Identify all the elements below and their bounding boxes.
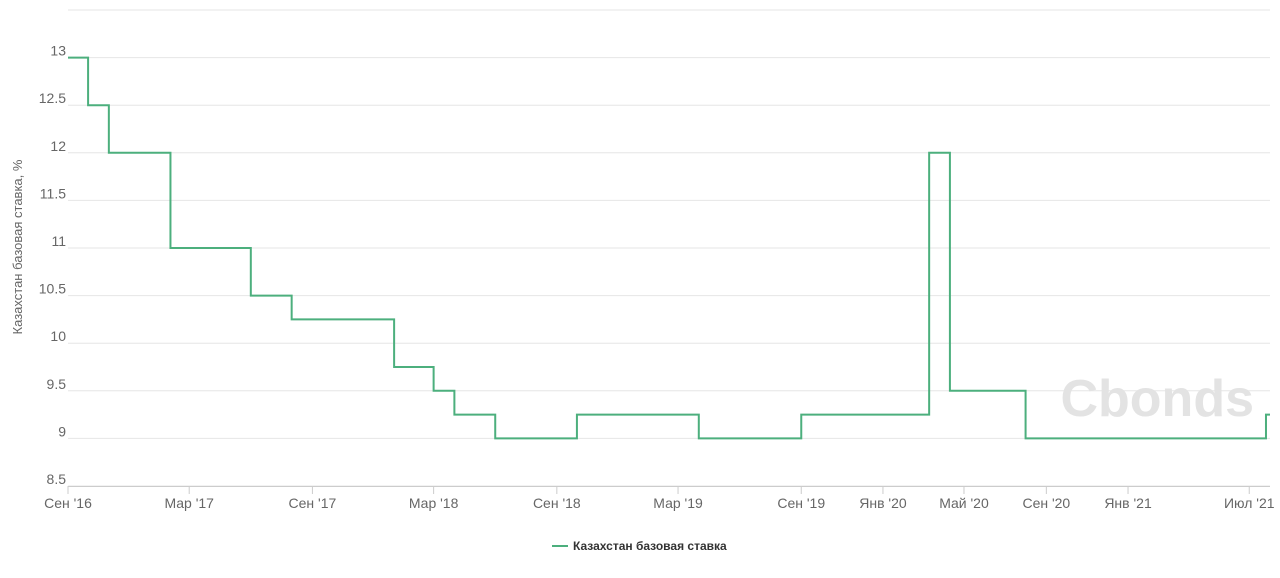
data-point[interactable] (574, 412, 580, 418)
x-tick-label: Сен '20 (1022, 495, 1070, 511)
x-tick-label: Мар '19 (653, 495, 703, 511)
cbonds-watermark: Cbonds (1060, 370, 1254, 428)
data-point[interactable] (926, 150, 932, 156)
data-point[interactable] (1263, 412, 1269, 418)
data-point[interactable] (167, 245, 173, 251)
data-point[interactable] (492, 435, 498, 441)
watermark-layer: Cbonds (1060, 370, 1254, 428)
y-axis-title: Казахстан базовая ставка, % (10, 159, 25, 334)
legend[interactable]: Казахстан базовая ставка (552, 539, 727, 553)
data-point[interactable] (1023, 435, 1029, 441)
data-point[interactable] (85, 102, 91, 108)
y-tick-label: 12.5 (39, 90, 66, 106)
x-tick-label: Сен '17 (289, 495, 337, 511)
x-tick-label: Июл '21 (1224, 495, 1275, 511)
x-tick-label: Мар '17 (164, 495, 214, 511)
data-point[interactable] (106, 150, 112, 156)
data-point[interactable] (696, 435, 702, 441)
y-tick-label: 12 (50, 138, 66, 154)
series-line-kazakhstan-base-rate[interactable] (68, 56, 1270, 440)
y-tick-label: 8.5 (47, 471, 67, 487)
data-point[interactable] (947, 388, 953, 394)
grid-lines (68, 9, 1270, 487)
x-tick-label: Сен '16 (44, 495, 92, 511)
y-tick-label: 10.5 (39, 281, 66, 297)
data-point[interactable] (798, 412, 804, 418)
x-tick-label: Сен '18 (533, 495, 581, 511)
x-tick-label: Янв '20 (859, 495, 907, 511)
y-axis: 8.5 9 9.5 10 10.5 11 11.5 12 12.5 13 (39, 43, 66, 487)
x-tick-label: Сен '19 (777, 495, 825, 511)
x-tick-label: Мар '18 (409, 495, 459, 511)
data-point[interactable] (289, 316, 295, 322)
legend-label[interactable]: Казахстан базовая ставка (573, 539, 727, 553)
x-tick-label: Янв '21 (1104, 495, 1152, 511)
data-point[interactable] (431, 388, 437, 394)
y-tick-label: 9.5 (47, 376, 67, 392)
y-tick-label: 13 (50, 43, 66, 59)
data-point[interactable] (391, 364, 397, 370)
data-point[interactable] (248, 293, 254, 299)
y-tick-label: 11.5 (40, 185, 66, 201)
y-tick-label: 10 (50, 328, 66, 344)
x-axis: Сен '16 Мар '17 Сен '17 Мар '18 Сен '18 Мар '… (44, 486, 1275, 511)
y-tick-label: 9 (58, 423, 66, 439)
x-tick-label: Май '20 (939, 495, 989, 511)
y-tick-label: 11 (51, 233, 66, 249)
series-layer (68, 56, 1270, 441)
data-point[interactable] (451, 412, 457, 418)
